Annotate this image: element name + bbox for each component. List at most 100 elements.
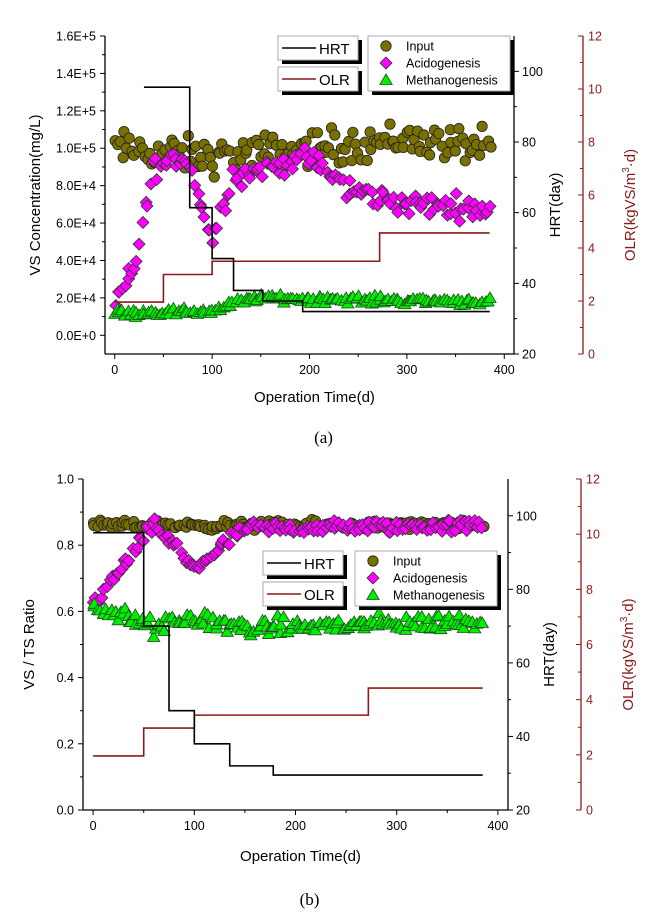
series-acidogenesis	[109, 141, 497, 313]
legend-marker-input	[380, 40, 392, 52]
data-point-acidogenesis	[150, 173, 164, 187]
legend-lines: HRT OLR	[277, 35, 362, 95]
hrt-line	[143, 86, 490, 313]
data-point-acidogenesis	[136, 215, 150, 230]
hrt-tick-label: 60	[516, 656, 530, 670]
x-tick-label: 200	[299, 363, 320, 377]
data-point-acidogenesis	[95, 591, 109, 605]
legend-marker-methanogenesis	[366, 588, 380, 600]
x-axis-title: Operation Time(d)	[240, 848, 361, 865]
data-point-input	[433, 127, 445, 140]
olr-title-tail: ·d)	[622, 149, 639, 167]
data-point-input	[347, 126, 359, 138]
y-tick-label: 1.0E+5	[56, 142, 96, 156]
olr-line	[114, 232, 490, 303]
data-point-methanogenesis	[452, 608, 467, 621]
hrt-tick-label: 80	[522, 136, 536, 150]
data-point-input	[196, 160, 208, 172]
y-tick-label: 4.0E+4	[56, 254, 96, 268]
data-point-input	[459, 155, 471, 167]
y-tick-label: 8.0E+4	[56, 179, 96, 193]
hrt-tick-label: 20	[516, 804, 530, 818]
data-point-input	[276, 139, 288, 151]
data-point-input	[418, 129, 430, 141]
axes: 0 100 200 300 4000.00.20.40.60.81.0204060801…	[57, 473, 600, 834]
legend-label-olr: OLR	[319, 72, 350, 89]
data-point-input	[182, 130, 194, 142]
axes: 0 100 200 300 4000.0E+02.0E+44.0E+46.0E+48.0…	[56, 30, 602, 378]
data-point-acidogenesis	[222, 186, 236, 201]
data-point-input	[327, 149, 339, 161]
data-point-acidogenesis	[277, 168, 292, 182]
olr-axis-title: OLR(kgVS/m3·d)	[621, 149, 639, 261]
y-tick-label: 1.4E+5	[56, 67, 96, 81]
chart-a: 0 100 200 300 4000.0E+02.0E+44.0E+46.0E+48.0…	[27, 30, 639, 448]
data-point-acidogenesis	[453, 214, 467, 228]
data-point-methanogenesis	[483, 291, 497, 303]
data-point-acidogenesis	[226, 162, 240, 176]
hrt-line	[93, 531, 483, 776]
y-tick-label: 0.6	[57, 605, 74, 619]
data-point-methanogenesis	[146, 630, 161, 642]
data-point-input	[453, 123, 465, 135]
x-tick-label: 300	[386, 819, 407, 833]
data-point-acidogenesis	[197, 210, 211, 224]
data-point-input	[123, 132, 135, 144]
data-point-acidogenesis	[255, 170, 269, 184]
data-point-methanogenesis	[273, 617, 288, 630]
x-tick-label: 300	[396, 363, 417, 377]
hrt-tick-label: 100	[522, 65, 543, 79]
olr-tick-label: 12	[586, 473, 600, 487]
data-point-methanogenesis	[111, 613, 126, 626]
data-point-input	[384, 118, 396, 130]
data-point-acidogenesis	[132, 237, 146, 251]
x-tick-label: 100	[184, 819, 205, 833]
data-point-methanogenesis	[475, 616, 490, 628]
olr-tick-label: 2	[588, 295, 595, 309]
olr-tick-label: 0	[588, 348, 595, 362]
data-point-input	[253, 139, 265, 151]
data-point-input	[423, 149, 436, 161]
data-point-methanogenesis	[140, 616, 155, 629]
hrt-axis-title: HRT(day)	[541, 622, 558, 687]
data-point-input	[449, 145, 461, 157]
olr-tick-label: 4	[588, 242, 595, 256]
y-tick-label: 1.6E+5	[56, 30, 96, 44]
x-tick-label: 100	[202, 363, 223, 377]
data-point-acidogenesis	[235, 179, 249, 194]
x-tick-label: 0	[111, 363, 118, 377]
data-point-acidogenesis	[402, 207, 416, 221]
data-point-input	[208, 171, 220, 183]
data-point-input	[397, 141, 409, 154]
data-point-acidogenesis	[449, 187, 463, 201]
data-point-methanogenesis	[220, 625, 235, 637]
y-tick-label: 0.2	[57, 737, 74, 751]
x-tick-label: 400	[494, 363, 515, 377]
legend-marker-acidogenesis	[366, 571, 380, 585]
data-layer	[86, 512, 490, 642]
olr-tick-label: 2	[586, 748, 593, 762]
y-tick-label: 6.0E+4	[56, 217, 96, 231]
olr-tick-label: 4	[586, 693, 593, 707]
data-point-acidogenesis	[425, 191, 439, 205]
y-axis-title: VS / TS Ratio	[21, 599, 38, 690]
data-point-acidogenesis	[243, 171, 257, 185]
x-tick-label: 0	[90, 819, 97, 833]
legend-label-input: Input	[393, 555, 421, 569]
hrt-axis-title: HRT(day)	[547, 173, 564, 238]
legend-label-acidogenesis: Acidogenesis	[393, 572, 467, 586]
olr-tick-label: 6	[588, 189, 595, 203]
x-axis-title: Operation Time(d)	[254, 389, 375, 406]
hrt-tick-label: 40	[516, 730, 530, 744]
legend-label-methanogenesis: Methanogenesis	[406, 74, 498, 88]
data-point-input	[241, 144, 253, 156]
y-tick-label: 2.0E+4	[56, 291, 96, 305]
data-point-methanogenesis	[276, 610, 291, 622]
data-point-acidogenesis	[129, 254, 143, 268]
data-point-acidogenesis	[391, 205, 405, 219]
legend-label-acidogenesis: Acidogenesis	[406, 57, 480, 71]
data-point-input	[206, 160, 219, 172]
y-tick-label: 0.4	[57, 671, 74, 685]
olr-title-main: OLR(kgVS/m	[620, 622, 637, 710]
